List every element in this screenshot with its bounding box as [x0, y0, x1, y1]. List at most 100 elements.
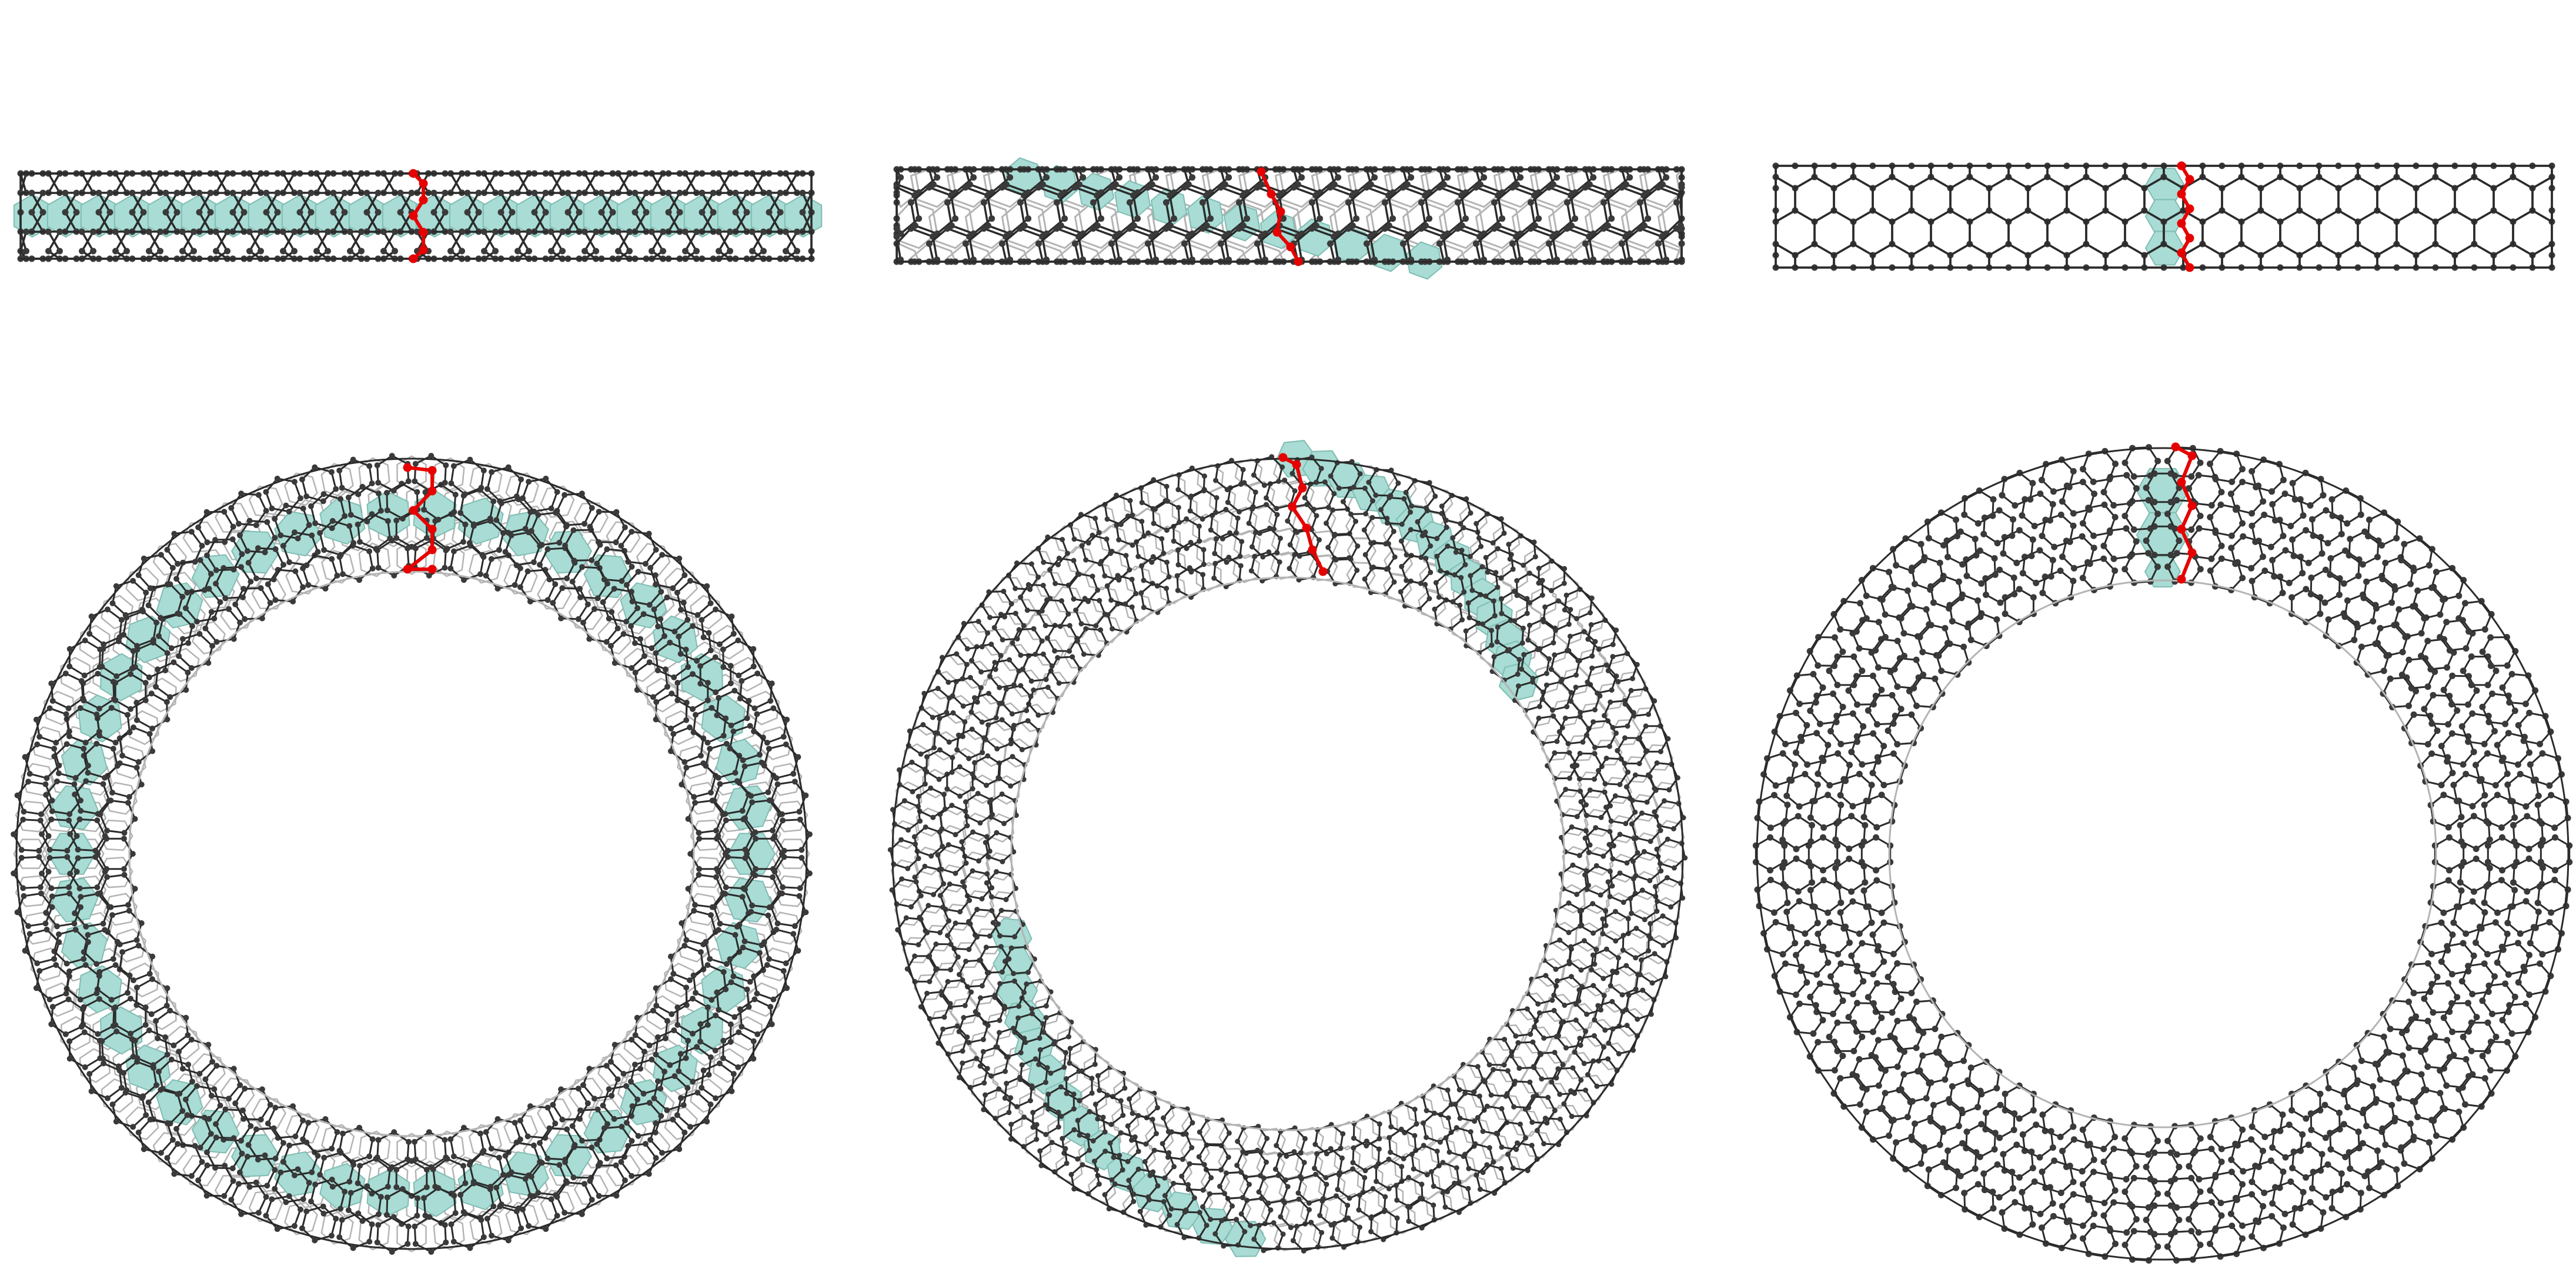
front-atom	[803, 909, 809, 916]
front-atom	[1122, 1085, 1128, 1091]
front-atom	[634, 1096, 641, 1103]
front-atom	[409, 1158, 415, 1164]
back-hexagon	[1559, 808, 1589, 836]
front-atom	[1578, 789, 1583, 794]
front-atom	[765, 912, 771, 919]
back-hexagon	[1611, 719, 1641, 746]
front-atom	[552, 1120, 559, 1127]
front-atom	[375, 490, 382, 497]
front-atom	[1260, 554, 1266, 560]
front-atom	[232, 601, 239, 607]
front-atom	[125, 800, 131, 806]
back-hexagon	[993, 702, 1022, 732]
back-hexagon	[573, 1174, 609, 1205]
front-atom	[548, 505, 554, 512]
front-atom	[1373, 1164, 1379, 1170]
front-atom	[1484, 1103, 1490, 1109]
front-atom	[966, 947, 972, 952]
defect-atom	[2185, 204, 2194, 213]
front-atom	[66, 728, 72, 734]
torus-outer-edge	[15, 457, 808, 1250]
front-atom	[1330, 507, 1336, 513]
front-atom	[399, 1186, 406, 1192]
front-atom	[153, 683, 159, 690]
front-atom	[1151, 1147, 1157, 1153]
front-atom	[1011, 682, 1017, 688]
front-atom	[303, 1139, 310, 1146]
front-atom	[183, 1014, 189, 1021]
back-hexagon	[192, 621, 226, 654]
front-atom	[377, 507, 384, 514]
defect-atom	[2177, 189, 2186, 199]
back-hexagon	[432, 1130, 465, 1166]
front-atom	[957, 793, 963, 799]
front-atom	[355, 1210, 362, 1217]
front-atom	[682, 228, 689, 235]
front-atom	[1554, 739, 1560, 744]
front-atom	[149, 953, 156, 960]
front-atom	[132, 886, 138, 892]
front-atom	[292, 1133, 299, 1140]
back-hexagon	[938, 864, 967, 893]
front-atom	[1369, 515, 1375, 520]
front-atom	[188, 529, 195, 535]
front-atom	[67, 831, 73, 837]
front-atom	[628, 623, 634, 629]
front-atom	[1553, 174, 1561, 181]
front-atom	[544, 597, 551, 603]
front-atom	[1127, 567, 1132, 573]
front-atom	[1422, 529, 1428, 535]
front-atom	[685, 664, 691, 670]
front-atom	[751, 705, 758, 712]
front-atom	[647, 1137, 654, 1143]
front-atom	[531, 508, 537, 515]
front-atom	[649, 645, 655, 652]
front-atom	[480, 1234, 487, 1240]
panel-armchair-torus	[11, 453, 813, 1255]
front-atom	[1591, 930, 1596, 936]
front-atom	[66, 973, 72, 980]
front-atom	[309, 1169, 315, 1176]
front-atom	[1527, 1079, 1533, 1085]
front-atom	[999, 791, 1005, 797]
front-atom	[406, 1138, 412, 1145]
front-atom	[51, 746, 58, 752]
back-hexagon	[192, 1053, 226, 1087]
front-atom	[1418, 555, 1424, 560]
front-atom	[1457, 602, 1463, 608]
front-atom	[292, 568, 299, 575]
front-atom	[56, 770, 62, 777]
front-atom	[230, 1135, 237, 1141]
back-hexagon	[98, 819, 133, 851]
front-atom	[86, 630, 93, 637]
front-atom	[78, 904, 83, 910]
front-atom	[969, 726, 975, 732]
front-atom	[1414, 1121, 1419, 1127]
front-atom	[1039, 638, 1045, 644]
front-atom	[650, 694, 656, 700]
front-atom	[615, 248, 622, 255]
front-atom	[594, 1141, 600, 1147]
back-hexagon	[713, 1048, 744, 1083]
back-hexagon	[773, 875, 808, 907]
front-atom	[347, 248, 353, 255]
front-atom	[95, 209, 102, 216]
front-atom	[1573, 1001, 1579, 1007]
front-atom	[963, 799, 968, 805]
front-atom	[963, 959, 969, 964]
front-atom	[797, 816, 803, 823]
front-atom	[1350, 1166, 1356, 1172]
front-atom	[962, 184, 969, 191]
front-atom	[618, 1158, 624, 1165]
front-atom	[129, 851, 136, 857]
front-atom	[195, 1177, 202, 1184]
front-atom	[598, 189, 605, 196]
front-atom	[239, 551, 245, 557]
front-atom	[1287, 542, 1293, 547]
front-atom	[646, 530, 652, 537]
front-atom	[649, 228, 655, 235]
front-atom	[945, 933, 950, 939]
front-atom	[1110, 626, 1115, 632]
front-atom	[66, 817, 72, 824]
front-atom	[169, 565, 176, 571]
